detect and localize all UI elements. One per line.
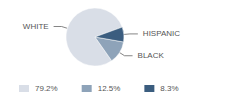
svg-text:WHITE: WHITE [23,22,49,31]
svg-text:8.3%: 8.3% [160,84,178,93]
svg-text:79.2%: 79.2% [35,84,58,93]
svg-text:12.5%: 12.5% [98,84,121,93]
svg-text:HISPANIC: HISPANIC [143,29,180,38]
svg-text:BLACK: BLACK [138,51,165,60]
